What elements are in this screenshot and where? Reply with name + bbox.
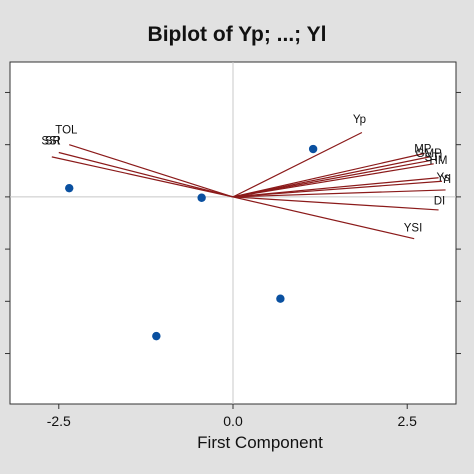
axis-ticks (5, 91, 461, 409)
loading-vector (232, 152, 425, 198)
score-point (308, 144, 318, 154)
loading-vector (232, 177, 439, 198)
loading-vector (232, 156, 430, 198)
score-point (276, 294, 285, 303)
loading-label: TOL (55, 124, 78, 136)
loading-vector (232, 131, 363, 198)
loading-label: SSI (41, 136, 60, 148)
loading-vectors (51, 131, 446, 240)
x-tick-label: 2.5 (397, 413, 417, 429)
chart-title: Biplot of Yp; ...; Yl (148, 23, 327, 46)
loading-label: Ys (436, 172, 450, 184)
x-tick-label: 0.0 (223, 413, 243, 429)
loading-label: GMP (416, 148, 443, 160)
loading-label: Yp (353, 114, 366, 126)
loading-label: MP (414, 144, 432, 156)
x-tick-labels: -2.5 0.0 2.5 (47, 413, 417, 429)
score-points (65, 144, 318, 341)
loading-vector (69, 144, 234, 198)
score-point (197, 193, 206, 202)
loading-vector (232, 189, 446, 198)
loading-vector (51, 156, 234, 198)
loading-label: DI (434, 196, 446, 208)
score-point (152, 331, 161, 341)
loading-label: SR (45, 136, 61, 148)
x-axis-label: First Component (197, 433, 323, 452)
loading-vector (58, 151, 234, 198)
loading-vector (232, 159, 432, 198)
loading-label: YSI (404, 223, 423, 235)
x-tick-label: -2.5 (47, 413, 71, 429)
loading-label: STI (425, 152, 443, 164)
score-point (65, 183, 74, 193)
loading-label: Yl (441, 174, 451, 186)
loading-vector (232, 163, 434, 198)
loading-label: HM (430, 155, 448, 167)
loading-vector (232, 196, 415, 240)
loading-vector (232, 196, 439, 211)
loading-vector (232, 180, 443, 198)
